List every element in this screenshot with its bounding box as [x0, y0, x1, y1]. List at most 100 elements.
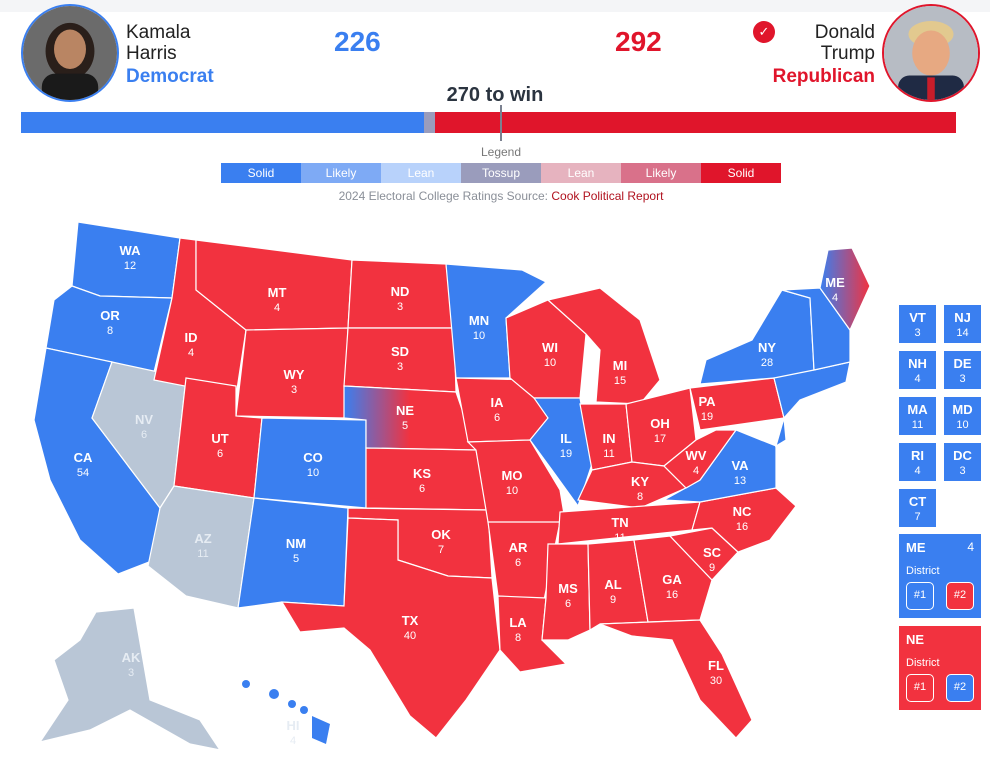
trump-avatar [882, 4, 980, 102]
ne-district-2[interactable]: #2 [946, 674, 974, 702]
ev-IN: 11 [603, 448, 614, 460]
ev-AR: 6 [515, 557, 521, 569]
state-WV[interactable] [663, 429, 738, 489]
ev-AZ: 11 [197, 548, 208, 560]
ne-district-1[interactable]: #1 [906, 674, 934, 702]
ev-TN: 11 [614, 532, 625, 544]
harris-party: Democrat [126, 66, 214, 87]
label-MS: MS [558, 581, 578, 596]
legend-item-2: Lean [381, 163, 461, 183]
state-ME[interactable] [819, 247, 871, 332]
me-district-panel: ME 4 District #1 #2 [899, 534, 981, 618]
label-MN: MN [469, 313, 489, 328]
ev-VA: 13 [734, 475, 746, 487]
ev-IL: 19 [560, 448, 572, 460]
ev-NY: 28 [761, 357, 773, 369]
label-KS: KS [413, 466, 431, 481]
label-UT: UT [211, 431, 228, 446]
label-FL: FL [708, 658, 724, 673]
legend-item-5: Likely [621, 163, 701, 183]
small-state-DC[interactable]: DC 3 [944, 443, 981, 481]
ev-WA: 12 [124, 260, 136, 272]
me-district-2[interactable]: #2 [946, 582, 974, 610]
to-win-label: 270 to win [446, 84, 544, 106]
label-WA: WA [120, 243, 142, 258]
trump-name: Donald Trump [814, 22, 875, 64]
ev-ND: 3 [397, 301, 403, 313]
label-OK: OK [431, 527, 451, 542]
label-SC: SC [703, 545, 722, 560]
label-ND: ND [391, 284, 410, 299]
label-AL: AL [604, 577, 621, 592]
label-OH: OH [650, 416, 670, 431]
label-WY: WY [284, 367, 305, 382]
label-LA: LA [509, 615, 527, 630]
small-state-NJ[interactable]: NJ 14 [944, 305, 981, 343]
label-WV: WV [686, 448, 707, 463]
label-KY: KY [631, 474, 649, 489]
ev-SD: 3 [397, 361, 403, 373]
label-NM: NM [286, 536, 306, 551]
label-MO: MO [502, 468, 523, 483]
legend: Solid Likely Lean Tossup Lean Likely Solid [221, 163, 781, 183]
small-state-DE[interactable]: DE 3 [944, 351, 981, 389]
label-SD: SD [391, 344, 409, 359]
state-TX[interactable] [280, 517, 501, 739]
ev-KY: 8 [637, 491, 643, 503]
label-TN: TN [611, 515, 628, 530]
small-state-MA[interactable]: MA 11 [899, 397, 936, 435]
legend-item-3: Tossup [461, 163, 541, 183]
label-CA: CA [74, 450, 93, 465]
ev-GA: 16 [666, 589, 678, 601]
ev-MN: 10 [473, 330, 485, 342]
top-strip [0, 0, 990, 12]
small-state-CT[interactable]: CT 7 [899, 489, 936, 527]
label-MT: MT [268, 285, 287, 300]
harris-name: Kamala Harris [126, 22, 191, 64]
ev-LA: 8 [515, 632, 521, 644]
ev-OR: 8 [107, 325, 113, 337]
state-GA[interactable] [633, 535, 713, 623]
label-IL: IL [560, 431, 572, 446]
label-ID: ID [185, 330, 198, 345]
label-HI: HI [287, 718, 300, 733]
check-icon: ✓ [753, 21, 775, 43]
ev-NM: 5 [293, 553, 299, 565]
ev-AL: 9 [610, 594, 616, 606]
ev-NV: 6 [141, 429, 147, 441]
label-IN: IN [603, 431, 616, 446]
us-map: WA12OR8CA54NV6ID4MT4WY3UT6AZ11CO10NM5ND3… [33, 221, 871, 751]
ev-WV: 4 [693, 465, 699, 477]
ev-ID: 4 [188, 347, 194, 359]
state-AZ[interactable] [147, 485, 255, 609]
state-FL[interactable] [599, 619, 753, 739]
ev-CA: 54 [77, 467, 89, 479]
ev-CO: 10 [307, 467, 319, 479]
ev-WI: 10 [544, 357, 556, 369]
ev-OH: 17 [654, 433, 666, 445]
small-state-NH[interactable]: NH 4 [899, 351, 936, 389]
small-state-RI[interactable]: RI 4 [899, 443, 936, 481]
small-state-VT[interactable]: VT 3 [899, 305, 936, 343]
ev-IA: 6 [494, 412, 500, 424]
ev-FL: 30 [710, 675, 722, 687]
label-IA: IA [491, 395, 505, 410]
ev-OK: 7 [438, 544, 444, 556]
electoral-bar [21, 112, 981, 133]
ev-TX: 40 [404, 630, 416, 642]
me-district-1[interactable]: #1 [906, 582, 934, 610]
ev-MT: 4 [274, 302, 280, 314]
legend-title: Legend [480, 145, 522, 159]
label-WI: WI [542, 340, 558, 355]
small-state-MD[interactable]: MD 10 [944, 397, 981, 435]
state-AK[interactable] [38, 607, 222, 751]
270-marker [500, 105, 502, 141]
bar-rep-segment [434, 112, 956, 133]
source-note: 2024 Electoral College Ratings Source: C… [338, 189, 664, 203]
ev-WY: 3 [291, 384, 297, 396]
state-SD[interactable] [343, 327, 457, 393]
state-HI[interactable] [242, 680, 330, 744]
ev-NE: 5 [402, 420, 408, 432]
label-CO: CO [303, 450, 323, 465]
label-AR: AR [509, 540, 528, 555]
